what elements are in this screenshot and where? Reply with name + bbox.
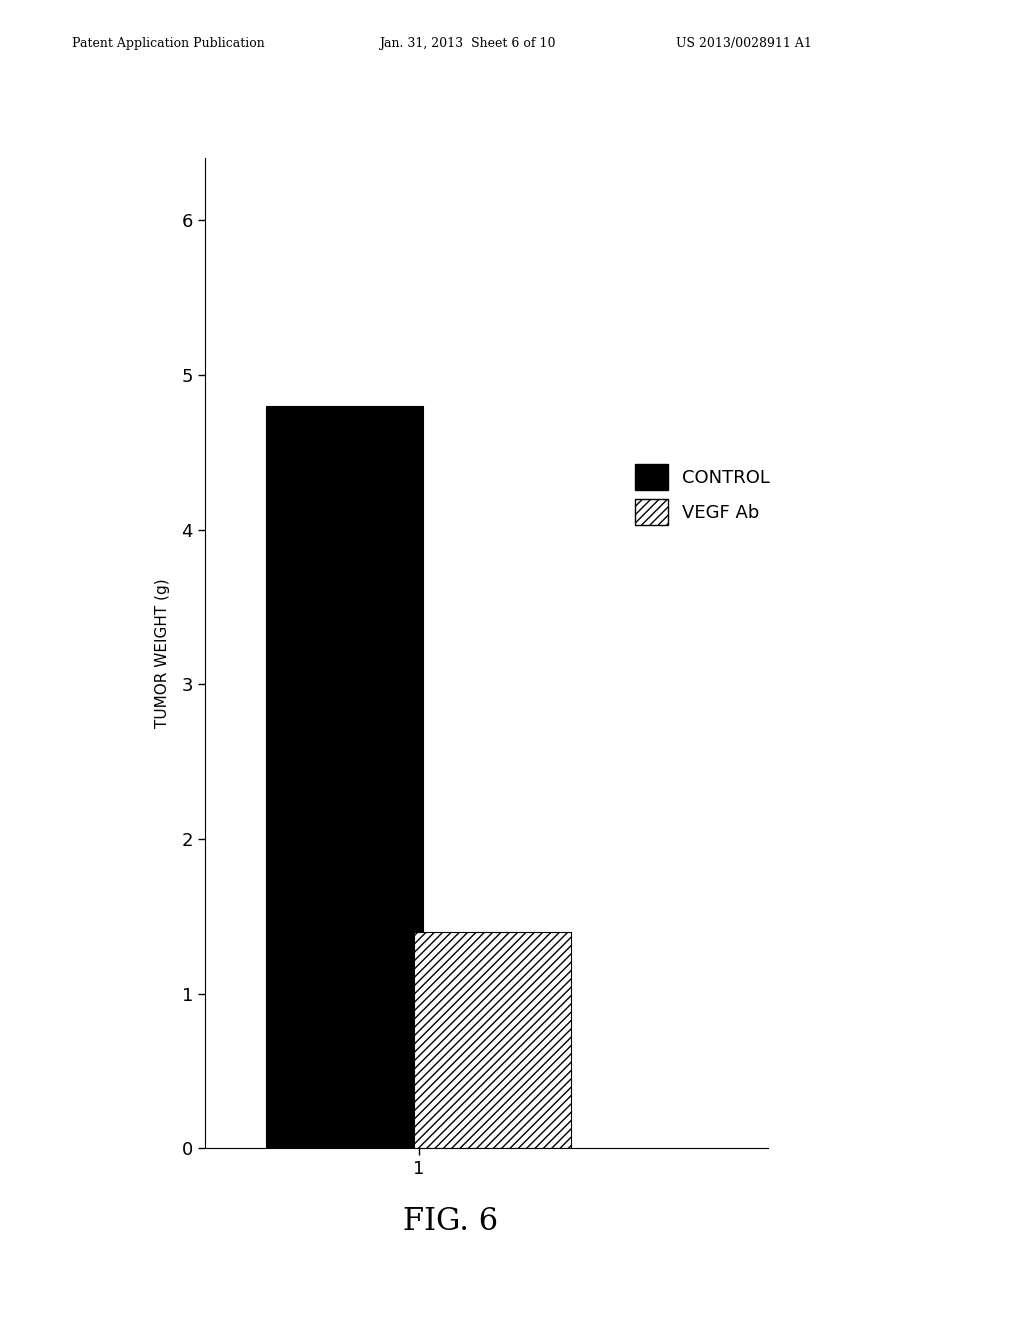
Text: Patent Application Publication: Patent Application Publication	[72, 37, 264, 50]
Text: Jan. 31, 2013  Sheet 6 of 10: Jan. 31, 2013 Sheet 6 of 10	[379, 37, 555, 50]
Text: FIG. 6: FIG. 6	[403, 1205, 498, 1237]
Text: US 2013/0028911 A1: US 2013/0028911 A1	[676, 37, 812, 50]
Y-axis label: TUMOR WEIGHT (g): TUMOR WEIGHT (g)	[156, 578, 170, 729]
Legend: CONTROL, VEGF Ab: CONTROL, VEGF Ab	[636, 465, 770, 524]
Bar	[266, 407, 423, 1148]
Bar	[415, 932, 570, 1148]
